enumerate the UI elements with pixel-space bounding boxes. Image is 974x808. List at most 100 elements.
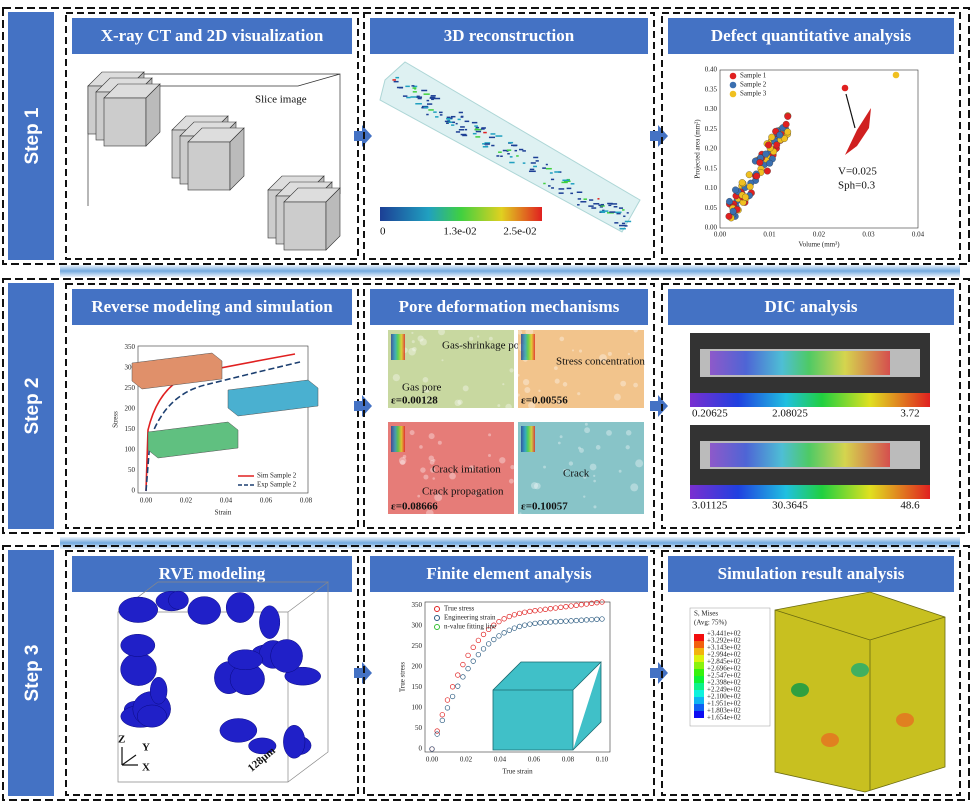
strain-point: [599, 616, 605, 622]
strain-point: [470, 658, 476, 664]
pore: [623, 215, 626, 218]
texture: [449, 472, 456, 480]
texture: [633, 327, 638, 333]
texture: [584, 427, 591, 434]
texture: [562, 382, 568, 387]
pore: [561, 181, 568, 184]
texture: [538, 389, 541, 393]
x-axis-label: Volume (mm³): [798, 241, 840, 249]
texture: [441, 359, 444, 362]
tile-label: Gas pore: [402, 382, 442, 394]
texture: [563, 468, 567, 473]
texture: [400, 459, 406, 466]
texture: [578, 349, 583, 353]
step-frame: [2, 7, 970, 265]
x-tick-label: 0.04: [912, 231, 925, 239]
texture: [599, 354, 607, 362]
pore: [426, 113, 429, 116]
legend-swatch: [434, 606, 440, 612]
mesh-edge: [774, 609, 946, 790]
pore: [549, 172, 553, 174]
texture: [417, 494, 421, 498]
panel-title-bg: [668, 556, 954, 592]
x-tick-label: 0.01: [763, 231, 776, 239]
x-tick-label: 0.06: [528, 756, 541, 764]
strain-point: [439, 717, 445, 724]
pore: [474, 125, 478, 127]
legend-label: True stress: [444, 605, 475, 613]
pore: [600, 205, 605, 207]
pore: [614, 222, 619, 224]
stress-point: [516, 610, 523, 616]
row-separator: [60, 265, 960, 277]
legend-swatch: [694, 683, 704, 690]
mesh-cube: [774, 591, 946, 793]
pore-point: [773, 141, 781, 149]
stress-point: [506, 613, 512, 620]
x-tick-label: 0.03: [862, 231, 875, 239]
strain-point: [511, 625, 518, 631]
strain-point: [444, 705, 451, 711]
strain-point: [589, 616, 595, 623]
x-tick-label: 0.06: [260, 497, 273, 505]
pore: [529, 168, 535, 171]
pore-point: [784, 128, 792, 136]
pore-point: [766, 159, 774, 167]
pore: [406, 96, 411, 99]
strain-point: [522, 622, 528, 628]
legend-level: +3.292e+02: [707, 637, 741, 645]
slice: [145, 83, 161, 147]
texture: [559, 435, 563, 439]
texture: [432, 477, 435, 480]
x-tick-label: 0.08: [562, 756, 575, 764]
texture: [557, 441, 561, 445]
legend-swatch: [694, 662, 704, 669]
pore: [506, 149, 512, 151]
step-label-bg: [8, 550, 54, 796]
strain-point: [527, 621, 533, 627]
pore: [413, 85, 418, 88]
annotation: V=0.025: [838, 166, 877, 178]
colorbar-label: 1.3e-02: [443, 226, 476, 238]
legend-swatch: [694, 690, 704, 697]
texture: [595, 445, 601, 450]
texture: [559, 336, 565, 342]
pore: [392, 79, 397, 81]
x-tick-label: 0.00: [140, 497, 153, 505]
y-tick-label: 50: [415, 724, 423, 732]
strain-point: [434, 731, 440, 737]
pore: [608, 204, 612, 207]
texture: [528, 402, 536, 410]
texture: [428, 455, 435, 461]
stress-point: [449, 684, 456, 690]
pore: [570, 192, 574, 195]
pore: [405, 85, 410, 88]
pore: [187, 596, 221, 625]
pore-point: [741, 193, 749, 201]
pore: [507, 152, 510, 155]
x-tick-label: 0.02: [180, 497, 193, 505]
pore-point: [784, 112, 792, 120]
pore: [626, 212, 629, 214]
strain-label: ε=0.08666: [391, 501, 438, 513]
pore: [542, 167, 547, 169]
pore: [484, 142, 491, 144]
y-tick-label: 0.25: [705, 125, 718, 133]
pore: [421, 89, 428, 92]
pore: [462, 134, 468, 137]
legend-level: +2.398e+02: [707, 679, 741, 687]
texture: [430, 467, 436, 473]
x-axis-label: True strain: [502, 768, 533, 776]
panel-title-bg: [370, 556, 648, 592]
stress-point: [444, 697, 451, 703]
pore: [490, 133, 496, 135]
y-tick-label: 300: [412, 622, 423, 630]
pore-point: [729, 207, 737, 215]
panel-title: DIC analysis: [764, 297, 857, 316]
texture: [524, 386, 531, 393]
texture: [593, 474, 596, 478]
legend-box: [391, 426, 405, 452]
pore: [455, 122, 458, 125]
texture: [425, 509, 434, 518]
